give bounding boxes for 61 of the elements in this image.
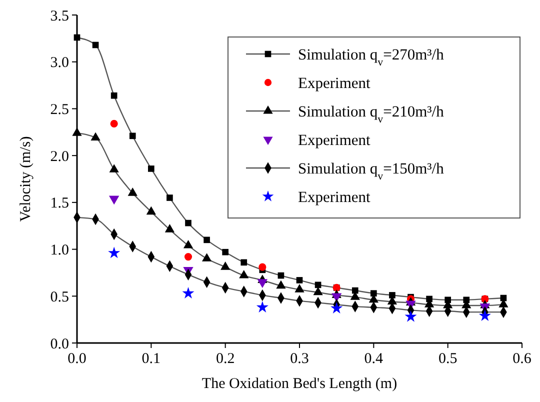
point — [148, 166, 154, 172]
point — [183, 240, 194, 248]
legend-label: Simulation q$_{v}$=150m³/h — [298, 160, 444, 182]
point — [478, 309, 491, 321]
point — [204, 236, 210, 244]
point — [352, 287, 358, 294]
point — [164, 224, 175, 232]
x-tick-label: 0.4 — [364, 351, 384, 367]
point — [128, 188, 138, 196]
point — [129, 132, 136, 140]
point — [184, 253, 192, 261]
legend-label: Experiment — [298, 188, 371, 206]
point — [278, 272, 284, 279]
point — [313, 286, 323, 296]
y-tick-label: 0.0 — [50, 336, 69, 352]
x-tick-label: 0.5 — [438, 351, 458, 367]
x-tick-label: 0.2 — [216, 351, 235, 367]
point — [74, 34, 80, 41]
point — [296, 277, 303, 284]
legend-label: Experiment — [298, 74, 371, 92]
point — [256, 301, 268, 313]
y-tick-label: 2.0 — [50, 148, 69, 165]
point — [314, 282, 322, 288]
x-tick-label: 0.6 — [512, 351, 532, 367]
y-tick-label: 1.0 — [50, 242, 69, 259]
point — [370, 290, 377, 296]
point — [258, 263, 266, 271]
y-tick-label: 1.5 — [50, 196, 69, 212]
point — [202, 253, 212, 262]
point — [110, 92, 118, 99]
point — [182, 287, 194, 298]
x-tick-label: 0.3 — [290, 351, 309, 367]
x-tick-label: 0.1 — [142, 351, 161, 367]
y-tick-label: 3.5 — [50, 8, 69, 24]
point — [166, 194, 173, 201]
legend-label: Experiment — [298, 132, 371, 149]
point — [185, 220, 192, 226]
point — [110, 120, 118, 128]
point — [389, 292, 396, 298]
point — [330, 302, 343, 314]
point — [108, 246, 120, 258]
point — [146, 206, 156, 215]
y-tick-label: 0.5 — [50, 289, 69, 306]
point — [90, 132, 100, 141]
legend-label: Simulation q$_{v}$=270m³/h — [298, 46, 444, 68]
y-tick-label: 2.5 — [50, 102, 69, 118]
point — [239, 270, 249, 278]
point — [276, 280, 286, 289]
x-axis-title: The Oxidation Bed's Length (m) — [202, 376, 398, 392]
point — [240, 259, 248, 266]
point — [294, 284, 304, 292]
point — [404, 310, 417, 322]
y-tick-label: 3.0 — [50, 55, 69, 72]
point — [72, 128, 82, 136]
y-axis-title: Velocity (m/s) — [18, 136, 34, 222]
point — [222, 248, 228, 256]
legend-label: Simulation q$_{v}$=210m³/h — [298, 103, 444, 126]
x-tick-label: 0.0 — [68, 351, 86, 367]
point — [220, 262, 230, 270]
point — [92, 42, 99, 48]
point — [109, 164, 119, 172]
